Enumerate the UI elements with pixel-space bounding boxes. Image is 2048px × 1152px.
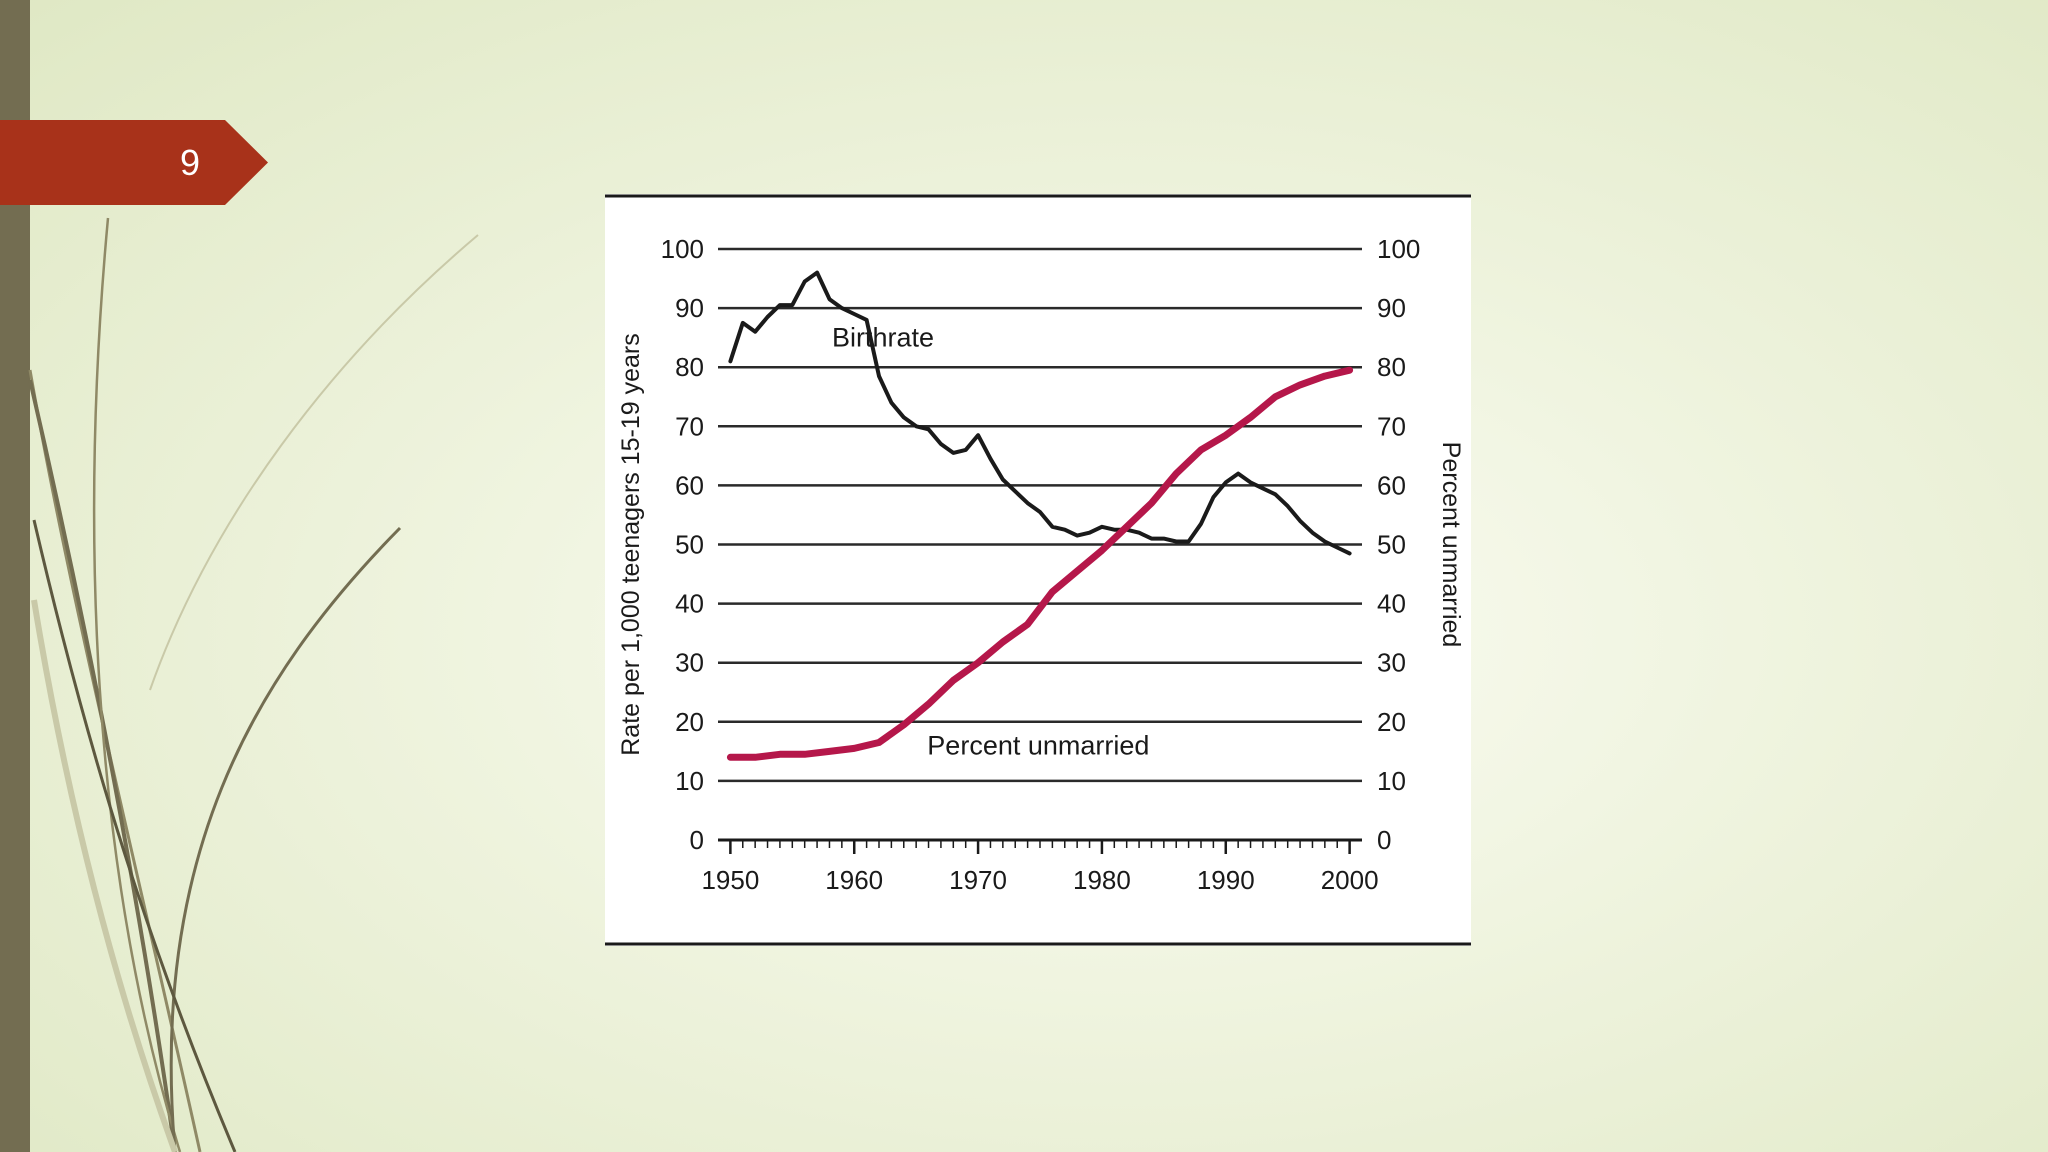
right-tick-label: 10 (1377, 766, 1406, 796)
right-tick-label: 0 (1377, 825, 1391, 855)
right-tick-label: 80 (1377, 352, 1406, 382)
slide-number-badge: 9 (0, 120, 268, 205)
right-tick-label: 30 (1377, 648, 1406, 678)
left-tick-label: 10 (675, 766, 704, 796)
left-tick-label: 70 (675, 411, 704, 441)
left-tick-label: 60 (675, 470, 704, 500)
percent-unmarried-line (726, 366, 1354, 761)
y-axis-label-left: Rate per 1,000 teenagers 15-19 years (617, 333, 645, 756)
chart: 0 10 20 30 40 50 60 70 80 90 100 0 10 20 30 40 50 60 70 80… (605, 194, 1471, 946)
left-tick-label: 30 (675, 648, 704, 678)
x-tick-label: 1950 (701, 865, 759, 895)
left-tick-label: 90 (675, 293, 704, 323)
birthrate-series-label: Birthrate (832, 323, 934, 353)
x-tick-label: 1960 (825, 865, 883, 895)
x-tick-label: 1970 (949, 865, 1007, 895)
x-tick-label: 1980 (1073, 865, 1131, 895)
right-axis-ticks: 0 10 20 30 40 50 60 70 80 90 100 (1377, 234, 1420, 855)
left-tick-label: 100 (661, 234, 704, 264)
birthrate-line (728, 270, 1352, 556)
right-tick-label: 60 (1377, 470, 1406, 500)
right-tick-label: 100 (1377, 234, 1420, 264)
left-tick-label: 20 (675, 707, 704, 737)
left-tick-label: 80 (675, 352, 704, 382)
right-tick-label: 20 (1377, 707, 1406, 737)
right-tick-label: 40 (1377, 589, 1406, 619)
chart-image: 0 10 20 30 40 50 60 70 80 90 100 0 10 20 30 40 50 60 70 80… (605, 194, 1471, 946)
right-tick-label: 50 (1377, 530, 1406, 560)
y-axis-label-right: Percent unmarried (1437, 442, 1465, 648)
right-tick-label: 90 (1377, 293, 1406, 323)
right-tick-label: 70 (1377, 411, 1406, 441)
x-tick-label: 2000 (1321, 865, 1379, 895)
left-tick-label: 50 (675, 530, 704, 560)
percent-unmarried-series-label: Percent unmarried (927, 730, 1149, 760)
left-axis-ticks: 0 10 20 30 40 50 60 70 80 90 100 (661, 234, 704, 855)
x-tick-label: 1990 (1197, 865, 1255, 895)
left-tick-label: 40 (675, 589, 704, 619)
slide-number: 9 (179, 142, 201, 183)
grid-lines (718, 247, 1362, 783)
x-axis: 1950 1960 1970 1980 1990 2000 (701, 838, 1379, 895)
series-lines: Birthrate Percent unmarried (726, 270, 1354, 761)
left-tick-label: 0 (690, 825, 704, 855)
